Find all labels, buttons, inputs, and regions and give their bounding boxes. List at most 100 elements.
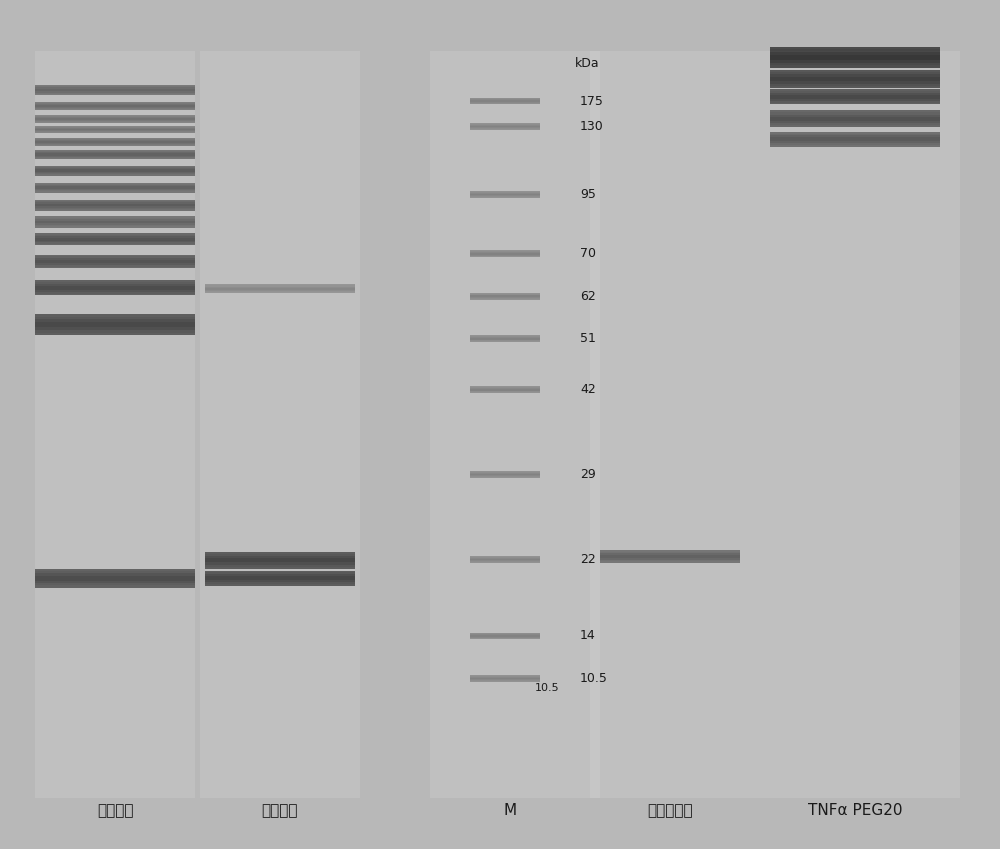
Bar bbox=[770, 121, 940, 123]
Bar bbox=[205, 287, 355, 288]
Text: 51: 51 bbox=[580, 332, 596, 346]
Bar bbox=[205, 563, 355, 565]
Bar bbox=[770, 72, 940, 75]
Bar bbox=[35, 87, 195, 89]
Bar bbox=[470, 250, 540, 251]
Bar bbox=[35, 143, 195, 144]
Text: TNFα PEG20: TNFα PEG20 bbox=[808, 803, 902, 818]
Bar bbox=[35, 145, 195, 146]
Text: 130: 130 bbox=[580, 120, 604, 133]
Bar bbox=[770, 49, 940, 52]
Bar bbox=[35, 109, 195, 110]
Bar bbox=[35, 166, 195, 167]
Bar bbox=[35, 216, 195, 218]
Bar bbox=[470, 193, 540, 194]
Bar bbox=[770, 74, 940, 76]
Bar bbox=[470, 386, 540, 393]
Bar bbox=[35, 187, 195, 188]
Text: 10.5: 10.5 bbox=[535, 683, 560, 693]
Bar bbox=[35, 208, 195, 209]
Bar bbox=[35, 216, 195, 228]
Bar bbox=[770, 136, 940, 138]
Bar bbox=[35, 85, 195, 95]
Bar bbox=[35, 183, 195, 184]
Bar bbox=[35, 319, 195, 322]
Bar bbox=[35, 85, 195, 87]
Bar bbox=[35, 130, 195, 131]
Bar bbox=[35, 103, 195, 104]
Bar bbox=[35, 132, 195, 133]
Bar bbox=[35, 172, 195, 173]
Bar bbox=[35, 280, 195, 295]
Bar bbox=[35, 280, 195, 282]
Bar bbox=[470, 633, 540, 634]
Bar bbox=[770, 145, 940, 147]
Bar bbox=[770, 89, 940, 104]
Bar bbox=[35, 138, 195, 140]
Bar bbox=[35, 102, 195, 110]
Bar bbox=[205, 565, 355, 567]
Bar bbox=[770, 132, 940, 133]
Bar bbox=[35, 140, 195, 141]
Bar bbox=[470, 556, 540, 563]
Bar bbox=[35, 585, 195, 588]
Bar bbox=[35, 115, 195, 123]
Bar bbox=[470, 127, 540, 128]
Bar bbox=[35, 263, 195, 265]
Bar bbox=[35, 258, 195, 260]
Bar bbox=[470, 298, 540, 299]
Bar bbox=[35, 141, 195, 142]
Bar bbox=[470, 293, 540, 300]
Bar bbox=[470, 676, 540, 677]
Bar bbox=[770, 47, 940, 49]
Text: 175: 175 bbox=[580, 94, 604, 108]
Bar bbox=[470, 386, 540, 387]
Bar bbox=[35, 286, 195, 288]
Bar bbox=[770, 113, 940, 115]
Bar bbox=[205, 580, 355, 582]
Bar bbox=[470, 125, 540, 126]
Bar bbox=[205, 559, 355, 560]
Bar bbox=[35, 205, 195, 206]
Bar bbox=[205, 582, 355, 584]
Bar bbox=[35, 155, 195, 157]
Bar bbox=[35, 233, 195, 245]
Bar bbox=[470, 475, 540, 476]
Bar bbox=[205, 554, 355, 556]
Bar bbox=[205, 571, 355, 586]
Bar bbox=[35, 314, 195, 317]
Bar bbox=[770, 95, 940, 97]
Bar bbox=[770, 141, 940, 143]
Bar bbox=[35, 166, 195, 176]
Bar bbox=[470, 252, 540, 253]
Bar bbox=[770, 65, 940, 68]
Bar bbox=[470, 472, 540, 473]
Bar bbox=[470, 388, 540, 389]
Bar bbox=[470, 335, 540, 342]
Bar bbox=[770, 93, 940, 95]
Bar bbox=[770, 52, 940, 54]
Bar bbox=[600, 555, 740, 557]
Bar bbox=[35, 267, 195, 268]
Bar bbox=[770, 79, 940, 82]
Bar bbox=[470, 635, 540, 636]
Bar bbox=[35, 265, 195, 267]
Bar bbox=[470, 294, 540, 295]
Bar bbox=[35, 157, 195, 158]
Bar bbox=[770, 98, 940, 101]
Text: 10.5: 10.5 bbox=[580, 672, 608, 685]
Bar bbox=[35, 105, 195, 106]
Bar bbox=[35, 288, 195, 290]
Bar bbox=[600, 559, 740, 561]
Bar bbox=[470, 126, 540, 127]
Bar bbox=[470, 634, 540, 635]
Bar bbox=[35, 244, 195, 245]
Bar bbox=[470, 255, 540, 256]
Bar bbox=[470, 561, 540, 562]
Bar bbox=[470, 335, 540, 336]
Bar bbox=[470, 681, 540, 682]
Bar bbox=[35, 168, 195, 170]
Bar bbox=[35, 569, 195, 571]
Bar bbox=[470, 98, 540, 104]
Bar bbox=[35, 260, 195, 261]
